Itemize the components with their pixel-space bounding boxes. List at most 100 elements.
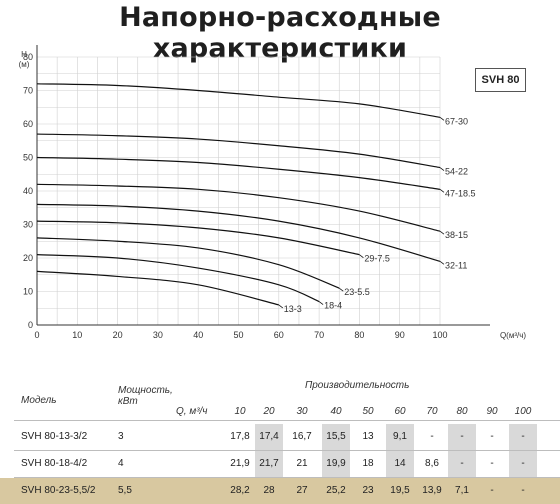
value-cell: 17,4 <box>255 424 283 450</box>
x-tick-label: 30 <box>153 330 163 340</box>
value-cell: 9,1 <box>386 424 414 450</box>
curve-label-leader <box>439 167 445 171</box>
col-header-model: Модель <box>21 395 57 406</box>
curve-label-leader <box>278 304 284 309</box>
table-divider <box>14 420 560 421</box>
chart-axes: 0 10 20 30 40 50 60 70 80 0 10 20 30 40 50 60 70 80 90 100 H… <box>19 45 526 340</box>
q-header-40: 40 <box>330 406 342 417</box>
value-cell: 21,9 <box>230 458 250 469</box>
curve-label: 54-22 <box>445 167 468 177</box>
curve-38-15 <box>36 183 441 232</box>
table-row: SVH 80-18-4/2 4 21,9 21,7 21 19,9 18 14 8,6- - - <box>0 451 560 477</box>
q-header-60: 60 <box>394 406 406 417</box>
value-cell: - <box>509 451 537 477</box>
value-cell: - <box>448 451 476 477</box>
curve-label: 23-5.5 <box>344 287 370 297</box>
curve-label-leader <box>318 301 324 305</box>
value-cell: 28 <box>263 485 275 496</box>
curve-label: 18-4 <box>324 301 342 311</box>
curve-label: 67-30 <box>445 116 468 126</box>
value-cell: 19,5 <box>390 485 410 496</box>
row-divider <box>14 477 560 478</box>
performance-chart: 0 10 20 30 40 50 60 70 80 0 10 20 30 40 50 60 70 80 90 100 H… <box>19 45 526 340</box>
value-cell: 25,2 <box>326 485 346 496</box>
value-cell: 13 <box>362 431 374 442</box>
x-tick-label: 20 <box>113 330 123 340</box>
x-tick-label: 50 <box>233 330 243 340</box>
x-tick-label: 0 <box>34 330 39 340</box>
value-cell: 7,1 <box>455 485 469 496</box>
curve-23-5.5 <box>36 237 340 289</box>
q-header-30: 30 <box>296 406 308 417</box>
chart-curves <box>36 83 441 306</box>
value-cell: - <box>448 424 476 450</box>
x-tick-label: 10 <box>72 330 82 340</box>
q-header-50: 50 <box>362 406 374 417</box>
value-cell: 21 <box>296 458 308 469</box>
value-cell: 17,8 <box>230 431 250 442</box>
curve-67-30 <box>36 83 441 118</box>
value-cell: 16,7 <box>292 431 312 442</box>
x-tick-label: 40 <box>193 330 203 340</box>
value-cell: - <box>490 485 494 496</box>
value-cell: - <box>521 485 525 496</box>
table-row: SVH 80-13-3/2 3 17,8 17,4 16,7 15,5 13 9,1 - - - - <box>0 424 560 450</box>
table-row: SVH 80-23-5,5/2 5,5 28,2 28 27 25,2 23 19,5 13,9… <box>0 478 560 504</box>
value-cell: 21,7 <box>255 451 283 477</box>
value-cell: 18 <box>362 458 374 469</box>
x-tick-label: 70 <box>314 330 324 340</box>
curve-label-leader <box>439 116 445 121</box>
q-header-70: 70 <box>426 406 438 417</box>
x-tick-label: 60 <box>274 330 284 340</box>
y-tick-label: 0 <box>28 320 33 330</box>
curve-label: 32-11 <box>445 260 467 270</box>
value-cell: 8,6 <box>425 458 439 469</box>
y-tick-label: 10 <box>23 287 33 297</box>
power-cell: 3 <box>118 431 124 442</box>
model-cell: SVH 80-18-4/2 <box>21 458 88 469</box>
curve-label: 47-18.5 <box>445 188 476 198</box>
value-cell: - <box>430 431 434 442</box>
page-title: Напорно-расходные характеристики <box>119 2 441 64</box>
q-unit-label: Q, м³/ч <box>176 406 208 417</box>
curve-13-3 <box>36 270 279 306</box>
curve-label: 13-3 <box>284 304 302 314</box>
curve-label-leader <box>359 254 364 258</box>
y-tick-label: 20 <box>23 253 33 263</box>
chart-curve-labels: 67-3054-2247-18.538-1532-1129-7.523-5.51… <box>278 116 476 314</box>
value-cell: - <box>490 458 494 469</box>
curve-label-leader <box>439 230 445 235</box>
curve-label: 38-15 <box>445 230 468 240</box>
curve-label-leader <box>439 261 445 265</box>
value-cell: 23 <box>362 485 374 496</box>
curve-54-22 <box>36 133 441 169</box>
y-tick-label: 70 <box>23 86 33 96</box>
value-cell: 13,9 <box>422 485 442 496</box>
x-tick-label: 90 <box>395 330 405 340</box>
model-cell: SVH 80-13-3/2 <box>21 431 88 442</box>
curve-29-7.5 <box>36 220 360 256</box>
model-badge: SVH 80 <box>475 68 526 92</box>
value-cell: - <box>490 431 494 442</box>
value-cell: - <box>509 424 537 450</box>
curve-label: 29-7.5 <box>364 254 390 264</box>
x-tick-label: 80 <box>354 330 364 340</box>
y-tick-label: 50 <box>23 153 33 163</box>
x-axis-label: Q(м³/ч) <box>500 331 526 340</box>
row-divider <box>14 450 560 451</box>
value-cell: 14 <box>386 451 414 477</box>
y-tick-label: 30 <box>23 220 33 230</box>
curve-47-18.5 <box>36 156 441 190</box>
q-header-100: 100 <box>514 406 532 417</box>
y-axis-label-unit: (м) <box>19 60 30 69</box>
value-cell: 15,5 <box>322 424 350 450</box>
value-cell: 19,9 <box>322 451 350 477</box>
power-cell: 4 <box>118 458 124 469</box>
y-tick-label: 40 <box>23 186 33 196</box>
curve-18-4 <box>36 254 320 303</box>
y-tick-label: 80 <box>23 52 33 62</box>
curve-32-11 <box>36 203 441 262</box>
col-header-productivity: Производительность <box>305 380 410 391</box>
chart-grid <box>36 56 441 326</box>
q-header-20: 20 <box>263 406 275 417</box>
